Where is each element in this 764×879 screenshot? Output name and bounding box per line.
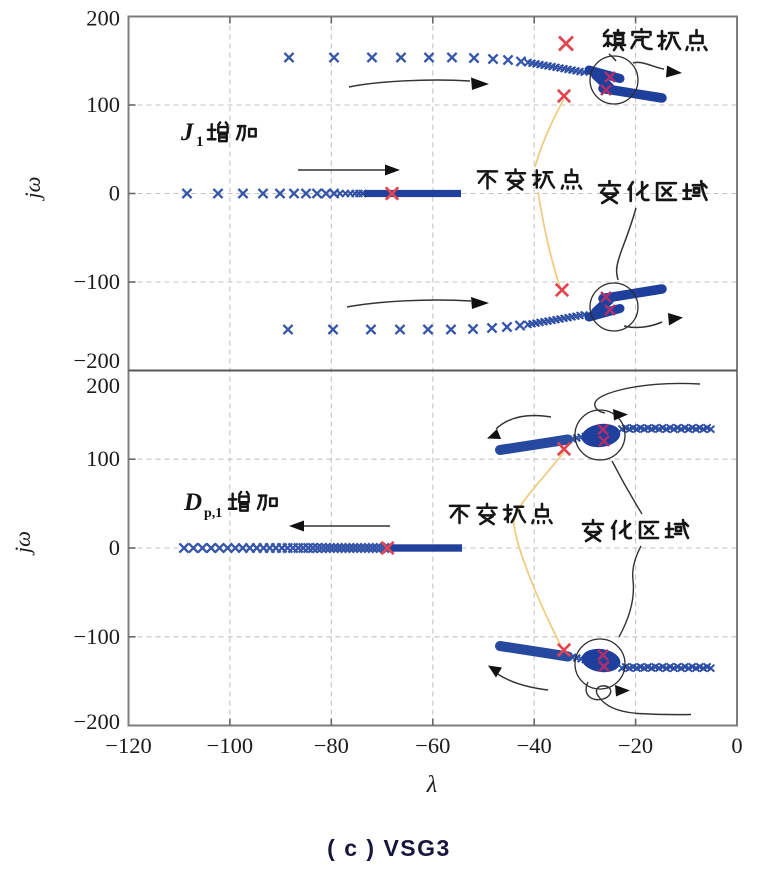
svg-text:1: 1 bbox=[196, 134, 204, 150]
svg-text:100: 100 bbox=[86, 92, 120, 117]
svg-text:−60: −60 bbox=[415, 733, 450, 758]
svg-text:jω: jω bbox=[10, 531, 35, 556]
svg-text:λ: λ bbox=[426, 772, 437, 798]
svg-text:−80: −80 bbox=[314, 733, 349, 758]
svg-text:100: 100 bbox=[86, 446, 120, 471]
svg-text:D: D bbox=[183, 489, 202, 516]
svg-text:0: 0 bbox=[109, 535, 120, 560]
svg-text:jω: jω bbox=[20, 176, 45, 201]
svg-text:200: 200 bbox=[86, 373, 120, 398]
svg-text:p,1: p,1 bbox=[204, 506, 222, 521]
svg-text:0: 0 bbox=[109, 181, 120, 206]
svg-text:0: 0 bbox=[731, 733, 742, 758]
svg-text:−100: −100 bbox=[207, 733, 253, 758]
svg-text:−100: −100 bbox=[74, 624, 120, 649]
svg-text:−200: −200 bbox=[74, 348, 120, 373]
svg-text:−120: −120 bbox=[105, 733, 151, 758]
svg-text:−40: −40 bbox=[517, 733, 552, 758]
svg-text:200: 200 bbox=[86, 6, 120, 31]
svg-text:−200: −200 bbox=[74, 709, 120, 734]
svg-text:−100: −100 bbox=[74, 269, 120, 294]
svg-text:( c ) VSG3: ( c ) VSG3 bbox=[327, 835, 451, 861]
svg-text:−20: −20 bbox=[618, 733, 653, 758]
svg-text:J: J bbox=[180, 119, 195, 146]
